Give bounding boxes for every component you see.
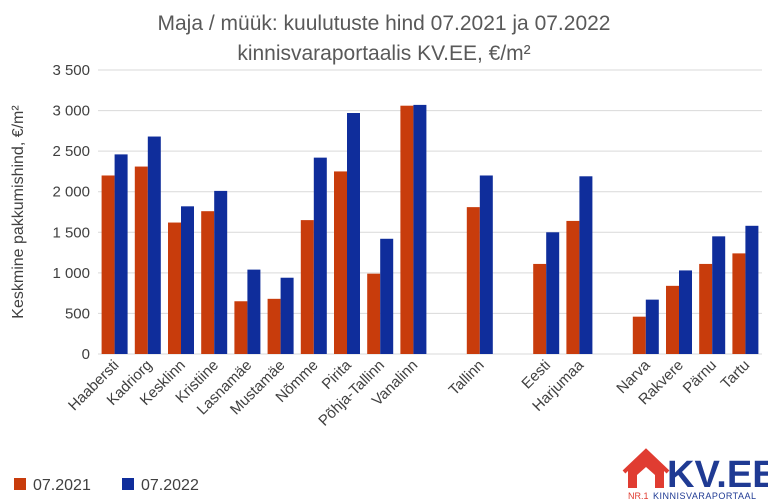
chart-title-line2: kinnisvaraportaalis KV.EE, €/m² [237,42,530,65]
bar-pirita-07-2021 [334,171,347,354]
y-tick-label: 0 [82,346,90,363]
y-tick-label: 2 000 [52,184,90,201]
bar-pärnu-07-2021 [699,263,713,354]
legend: 07.2021 07.2022 [14,477,199,494]
bar-tallinn-07-2021 [466,207,480,354]
bar-lasnamäe-07-2022 [247,269,261,354]
chart-title-line1: Maja / müük: kuulutuste hind 07.2021 ja … [158,12,611,35]
bar-kristiine-07-2022 [214,190,228,354]
legend-swatch-07-2021 [14,478,26,490]
bar-pirita-07-2022 [347,113,360,355]
house-icon [622,448,670,488]
bar-narva-07-2022 [645,299,659,354]
bar-haabersti-07-2021 [101,175,115,354]
bar-nõmme-07-2022 [313,157,327,354]
bar-mustamäe-07-2022 [280,277,294,354]
bar-harjumaa-07-2021 [566,220,580,354]
logo-text: KV.EE [667,454,768,496]
y-tick-labels: 0 500 1 000 1 500 2 000 2 500 3 000 3 500 [52,62,90,363]
logo-subtitle: KINNISVARAPORTAAL [653,491,757,501]
x-tick-label-tartu: Tartu [718,357,754,393]
bar-nõmme-07-2021 [300,220,314,354]
bar-tallinn-07-2022 [479,175,493,354]
bar-tartu-07-2022 [745,225,759,354]
y-tick-label: 2 500 [52,143,90,160]
bar-eesti-07-2022 [546,232,560,354]
bar-kadriorg-07-2022 [147,136,161,354]
legend-swatch-07-2022 [122,478,134,490]
bar-haabersti-07-2022 [114,154,128,354]
x-tick-label-pärnu: Pärnu [680,357,720,397]
kv-ee-logo: KV.EE NR.1 KINNISVARAPORTAAL [622,448,768,501]
bar-lasnamäe-07-2021 [234,301,248,354]
bars [101,104,759,355]
logo-nr: NR.1 [628,491,649,501]
bar-põhja-tallinn-07-2022 [380,238,394,354]
x-category-labels: HaaberstiKadriorgKesklinnKristiineLasnam… [65,356,753,429]
y-tick-label: 3 000 [52,103,90,120]
bar-rakvere-07-2021 [666,285,679,354]
bar-vanalinn-07-2021 [400,105,414,355]
bar-vanalinn-07-2022 [413,104,427,355]
bar-kesklinn-07-2021 [168,222,181,354]
bar-mustamäe-07-2021 [267,298,281,354]
bar-harjumaa-07-2022 [579,176,593,354]
bar-kadriorg-07-2021 [134,166,148,354]
y-tick-label: 1 000 [52,265,90,282]
legend-label-07-2022: 07.2022 [141,477,199,494]
bar-kesklinn-07-2022 [181,206,194,354]
bar-pärnu-07-2022 [712,236,726,354]
bar-rakvere-07-2022 [679,270,692,354]
bar-eesti-07-2021 [533,263,547,354]
y-tick-label: 500 [65,305,90,322]
bar-narva-07-2021 [632,316,646,354]
y-tick-label: 1 500 [52,224,90,241]
y-axis-label: Keskmine pakkumishind, €/m² [10,105,27,319]
y-tick-label: 3 500 [52,62,90,79]
legend-label-07-2021: 07.2021 [33,477,91,494]
bar-tartu-07-2021 [732,253,746,354]
grid-lines [98,69,762,355]
x-tick-label-tallinn: Tallinn [446,357,488,399]
bar-kristiine-07-2021 [201,211,215,354]
bar-põhja-tallinn-07-2021 [367,273,381,354]
